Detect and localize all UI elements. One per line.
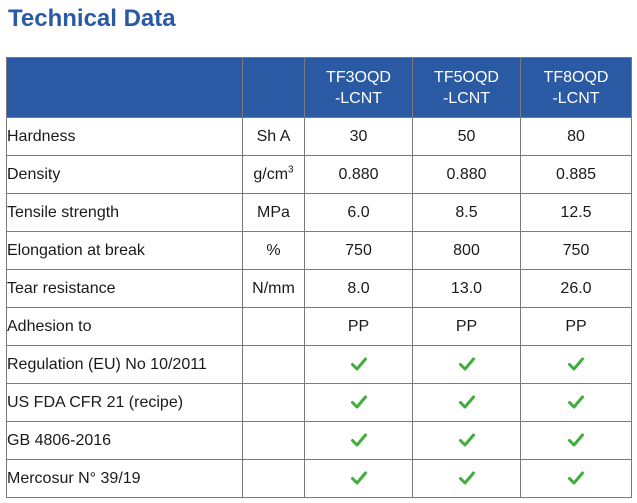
unit-label: % [266,241,281,259]
unit-cell: Sh A [242,117,305,156]
unit-cell [242,345,305,384]
unit-cell: % [242,231,305,270]
value-cell: PP [412,307,521,346]
compliance-cell [520,421,632,460]
compliance-cell [304,383,413,422]
header-property-cell [6,57,243,118]
check-icon [350,395,367,409]
table-row: Mercosur N° 39/19 [6,459,632,498]
value-cell: 800 [412,231,521,270]
product-suffix: -LCNT [334,89,383,107]
unit-superscript: 3 [288,164,294,176]
compliance-cell [520,383,632,422]
property-label: Tear resistance [6,269,243,308]
table-body: Hardness Sh A 30 50 80 Density g/cm3 0.880 0.880… [6,117,632,498]
unit-label: N/mm [252,279,295,297]
table-row: Elongation at break% 750 800 750 [6,231,632,270]
table-row: GB 4806-2016 [6,421,632,460]
unit-cell: g/cm3 [242,155,305,194]
check-icon [350,433,367,447]
check-icon [458,433,475,447]
property-label: Adhesion to [6,307,243,346]
unit-cell [242,307,305,346]
compliance-cell [520,345,632,384]
product-name: TF5OQD [434,68,499,86]
property-label: GB 4806-2016 [6,421,243,460]
compliance-cell [304,345,413,384]
value-cell: 0.880 [304,155,413,194]
unit-cell [242,459,305,498]
compliance-cell [520,459,632,498]
value-cell: 6.0 [304,193,413,232]
table-row: Adhesion to PP PP PP [6,307,632,346]
value-cell: 26.0 [520,269,632,308]
check-icon [568,433,584,447]
value-cell: 750 [520,231,632,270]
property-label: Hardness [6,117,243,156]
property-label: Elongation at break [6,231,243,270]
technical-data-table: TF3OQD -LCNT TF5OQD -LCNT TF8OQD -LCNT H… [6,57,632,498]
property-label: Tensile strength [6,193,243,232]
check-icon [458,395,475,409]
product-suffix: -LCNT [442,89,491,107]
unit-label: Sh A [256,127,291,145]
table-row: Tensile strength MPa 6.0 8.5 12.5 [6,193,632,232]
property-label: US FDA CFR 21 (recipe) [6,383,243,422]
value-cell: 8.5 [412,193,521,232]
product-name: TF8OQD [543,68,609,86]
page-title: Technical Data [8,5,176,32]
check-icon [458,471,475,485]
compliance-cell [412,421,521,460]
value-cell: 80 [520,117,632,156]
value-cell: 50 [412,117,521,156]
unit-cell: MPa [242,193,305,232]
check-icon [350,471,367,485]
value-cell: 30 [304,117,413,156]
table-row: Density g/cm3 0.880 0.880 0.885 [6,155,632,194]
compliance-cell [304,421,413,460]
value-cell: PP [520,307,632,346]
product-name: TF3OQD [326,68,391,86]
product-header: TF3OQD -LCNT [304,57,413,118]
product-header: TF5OQD -LCNT [412,57,521,118]
value-cell: PP [304,307,413,346]
table-row: Tear resistance N/mm 8.0 13.0 26.0 [6,269,632,308]
value-cell: 13.0 [412,269,521,308]
header-row: TF3OQD -LCNT TF5OQD -LCNT TF8OQD -LCNT [6,57,632,118]
unit-cell [242,383,305,422]
value-cell: 12.5 [520,193,632,232]
table-row: US FDA CFR 21 (recipe) [6,383,632,422]
value-cell: 0.880 [412,155,521,194]
property-label: Density [6,155,243,194]
check-icon [568,471,584,485]
unit-cell [242,421,305,460]
table-header: TF3OQD -LCNT TF5OQD -LCNT TF8OQD -LCNT [6,57,632,118]
table-row: Regulation (EU) No 10/2011 [6,345,632,384]
value-cell: 8.0 [304,269,413,308]
table-row: Hardness Sh A 30 50 80 [6,117,632,156]
value-cell: 0.885 [520,155,632,194]
unit-cell: N/mm [242,269,305,308]
compliance-cell [412,459,521,498]
check-icon [568,357,584,371]
check-icon [568,395,584,409]
header-unit-cell [242,57,305,118]
product-header: TF8OQD -LCNT [520,57,632,118]
check-icon [458,357,475,371]
unit-label: g/cm [253,165,289,183]
product-suffix: -LCNT [552,89,600,107]
compliance-cell [412,383,521,422]
value-cell: 750 [304,231,413,270]
compliance-cell [304,459,413,498]
unit-label: MPa [257,203,290,221]
property-label: Regulation (EU) No 10/2011 [6,345,243,384]
property-label: Mercosur N° 39/19 [6,459,243,498]
check-icon [350,357,367,371]
compliance-cell [412,345,521,384]
